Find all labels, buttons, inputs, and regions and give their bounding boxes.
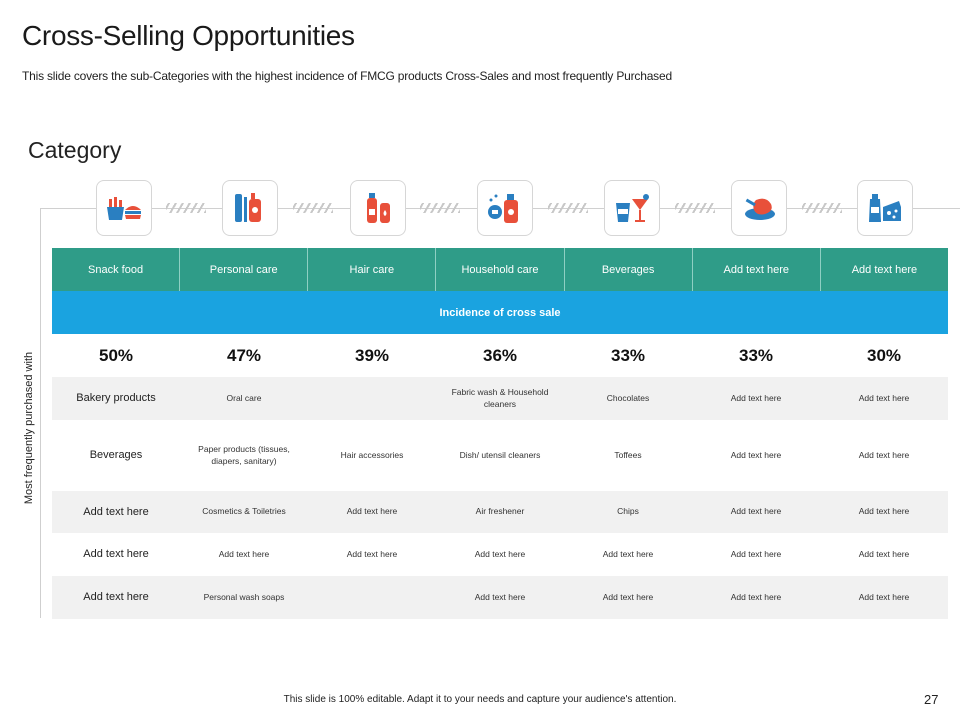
hatch-divider (293, 203, 333, 213)
header-cell: Hair care (308, 248, 437, 291)
percentage-value: 47% (226, 345, 262, 365)
household-icon (477, 180, 533, 236)
table-cell: Add text here (858, 449, 910, 460)
table-cell: Fabric wash & Household cleaners (451, 387, 549, 409)
header-cell: Household care (436, 248, 565, 291)
hair-care-icon (350, 180, 406, 236)
incidence-band: Incidence of cross sale (52, 291, 948, 334)
slide-subtitle: This slide covers the sub-Categories wit… (22, 69, 672, 83)
header-cell: Snack food (52, 248, 181, 291)
table-cell: Add text here (730, 392, 782, 403)
table-cell: Add text here (602, 591, 654, 602)
table-cell: Add text here (730, 506, 782, 517)
table-cell: Add text here (858, 591, 910, 602)
percentage-value: 33% (738, 345, 774, 365)
header-cell: Personal care (180, 248, 309, 291)
percentage-value: 33% (610, 345, 646, 365)
page-number: 27 (924, 692, 939, 707)
table-cell: Add text here (730, 591, 782, 602)
header-cell: Add text here (693, 248, 821, 291)
table-row: Add text here Cosmetics & Toiletries Add… (52, 491, 948, 533)
table-row: Bakery products Oral care Fabric wash & … (52, 377, 948, 420)
table-row: Add text here Add text here Add text her… (52, 533, 948, 576)
table-cell: Add text here (83, 548, 149, 561)
percentage-value: 39% (354, 345, 390, 365)
table-cell: Add text here (346, 548, 398, 559)
dairy-icon (857, 180, 913, 236)
hatch-divider (802, 203, 842, 213)
meat-icon (731, 180, 787, 236)
table-cell: Add text here (858, 392, 910, 403)
percentage-value: 50% (98, 345, 134, 365)
percentage-row: 50% 47% 39% 36% 33% 33% 30% (52, 334, 948, 377)
table-cell: Hair accessories (340, 449, 404, 460)
table-cell: Add text here (218, 548, 270, 559)
hatch-divider (420, 203, 460, 213)
table-cell: Toffees (614, 449, 642, 460)
table-cell: Dish/ utensil cleaners (459, 449, 541, 460)
table-cell: Chocolates (606, 392, 650, 403)
category-header-row: Snack food Personal care Hair care House… (52, 248, 948, 291)
table-row: Add text here Personal wash soaps Add te… (52, 576, 948, 619)
table-cell: Add text here (858, 506, 910, 517)
table-cell: Add text here (858, 548, 910, 559)
table-row: Beverages Paper products (tissues, diape… (52, 420, 948, 491)
hatch-divider (166, 203, 206, 213)
table-cell: Air freshener (475, 506, 525, 517)
slide-title: Cross-Selling Opportunities (22, 20, 355, 51)
vertical-axis-label: Most frequently purchased with (23, 347, 35, 509)
fast-food-icon (96, 180, 152, 236)
percentage-value: 36% (482, 345, 518, 365)
beverages-icon (604, 180, 660, 236)
percentage-value: 30% (866, 345, 902, 365)
header-cell: Beverages (565, 248, 693, 291)
table-cell: Beverages (89, 449, 143, 462)
table-cell: Add text here (730, 548, 782, 559)
table-cell: Add text here (730, 449, 782, 460)
table-cell: Add text here (474, 548, 526, 559)
table-cell: Add text here (83, 505, 149, 518)
table-cell: Cosmetics & Toiletries (202, 506, 286, 517)
header-cell: Add text here (851, 263, 918, 276)
footer-note: This slide is 100% editable. Adapt it to… (283, 694, 677, 705)
category-label: Category (28, 137, 122, 163)
table-cell: Add text here (474, 591, 526, 602)
hatch-divider (548, 203, 588, 213)
table-cell: Add text here (83, 591, 149, 604)
table-cell: Bakery products (76, 392, 156, 405)
personal-care-icon (222, 180, 278, 236)
table-cell: Oral care (226, 392, 262, 403)
hatch-divider (675, 203, 715, 213)
row-group-bracket (40, 208, 41, 618)
table-cell: Personal wash soaps (203, 591, 285, 602)
table-cell: Add text here (602, 548, 654, 559)
table-cell: Add text here (346, 506, 398, 517)
cross-sell-table: Snack food Personal care Hair care House… (52, 248, 948, 619)
table-cell: Chips (617, 506, 639, 517)
table-cell: Paper products (tissues, diapers, sanita… (198, 444, 290, 466)
